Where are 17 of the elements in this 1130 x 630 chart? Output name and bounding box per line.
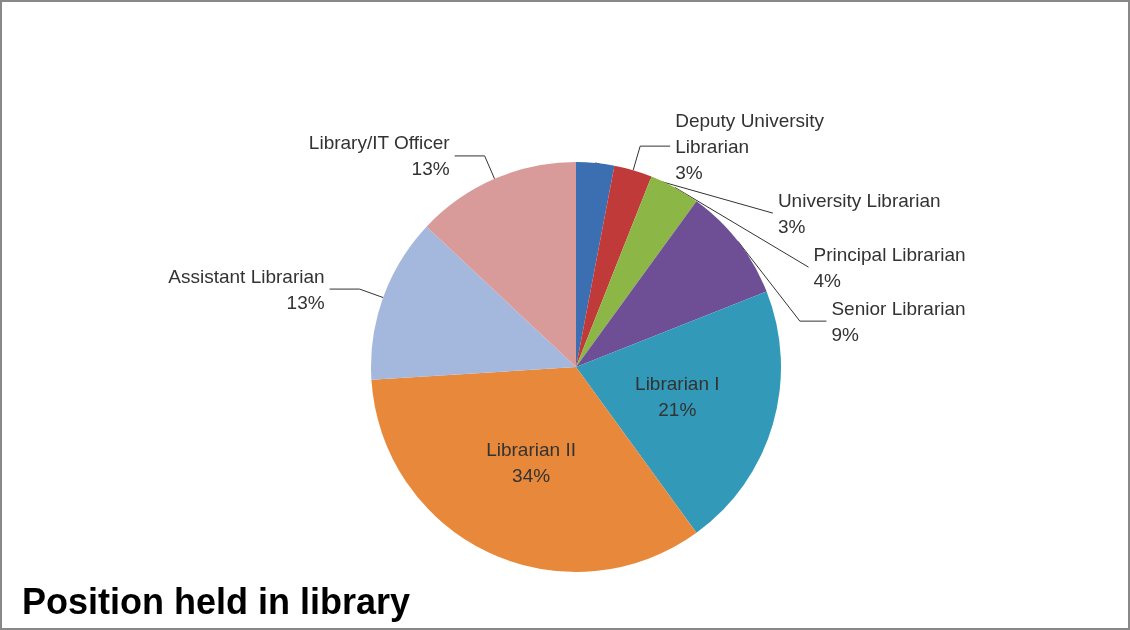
- slice-label: Librarian II: [486, 438, 576, 460]
- slice-label: University Librarian: [777, 189, 941, 211]
- data-label: 13%: [286, 291, 325, 313]
- slice-label: Library/IT Officer: [308, 132, 451, 154]
- slice-label: Senior Librarian: [831, 297, 966, 319]
- text: Position held in library: [22, 580, 411, 622]
- data-label: 4%: [813, 269, 842, 291]
- data-label: 9%: [831, 323, 860, 345]
- slice-label: Principal Librarian: [813, 243, 966, 265]
- slice-label: Deputy University Librarian: [675, 109, 830, 157]
- data-label: 3%: [675, 161, 703, 183]
- slice-label: Assistant Librarian: [168, 265, 325, 287]
- data-label: 13%: [411, 158, 450, 180]
- data-label: 34%: [512, 464, 551, 486]
- data-label: 21%: [658, 398, 697, 420]
- slice-label: Librarian I: [635, 372, 720, 394]
- data-label: 3%: [777, 215, 806, 237]
